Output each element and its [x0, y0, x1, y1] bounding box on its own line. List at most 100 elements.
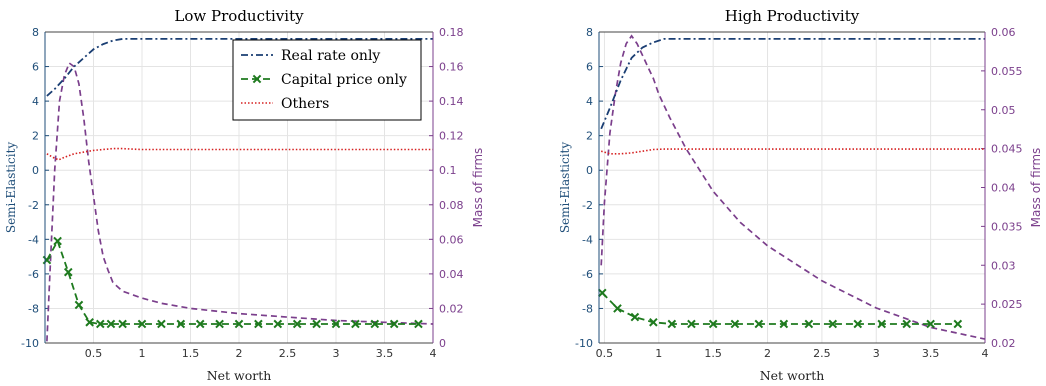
y-right-tick-label: 0.06: [991, 26, 1016, 39]
y-left-tick-label: -8: [582, 302, 593, 315]
y-left-tick-label: 0: [586, 164, 593, 177]
capital-price-marker: [902, 319, 912, 329]
y-left-tick-label: -2: [582, 199, 593, 212]
y-left-tick-label: 2: [586, 130, 593, 143]
capital-price-marker: [779, 319, 789, 329]
x-tick-label: 3: [873, 347, 880, 360]
series-line-mass-of-firms: [600, 34, 986, 340]
capital-price-marker: [234, 319, 244, 329]
capital-price-marker: [597, 288, 607, 298]
x-tick-label: 1.5: [704, 347, 722, 360]
y-left-axis-label: Semi-Elasticity: [558, 142, 572, 234]
y-left-tick-label: 6: [586, 61, 593, 74]
y-left-tick-label: 8: [586, 26, 593, 39]
series-line-real-rate-only: [600, 38, 985, 130]
legend-marker: [252, 74, 262, 84]
capital-price-marker: [74, 300, 84, 310]
y-left-tick-label: -10: [21, 337, 39, 350]
capital-price-marker: [215, 319, 224, 329]
x-tick-label: 1.5: [182, 347, 200, 360]
y-right-tick-label: 0.1: [439, 164, 457, 177]
capital-price-marker: [195, 319, 205, 329]
capital-price-marker: [42, 255, 52, 265]
capital-price-marker: [95, 319, 105, 329]
x-axis-label: Net worth: [207, 368, 272, 383]
x-tick-label: 3.5: [376, 347, 394, 360]
x-tick-label: 2.5: [279, 347, 297, 360]
x-tick-label: 4: [982, 347, 989, 360]
chart-title: Low Productivity: [174, 7, 304, 25]
y-right-tick-label: 0.03: [991, 259, 1016, 272]
y-left-axis-label: Semi-Elasticity: [4, 142, 18, 234]
capital-price-marker: [118, 319, 127, 329]
series-line-real-rate-only: [46, 38, 433, 97]
capital-price-marker: [953, 319, 963, 329]
y-right-tick-label: 0.04: [439, 268, 464, 281]
x-tick-label: 0.5: [85, 347, 103, 360]
y-right-tick-label: 0.055: [991, 65, 1023, 78]
capital-price-marker: [63, 267, 73, 277]
capital-price-marker: [137, 319, 147, 329]
x-tick-label: 2: [764, 347, 771, 360]
y-left-tick-label: -10: [575, 337, 593, 350]
panel-low-productivity: 0.5 1 1.5 2 2.5 3 3.5 4 -10 -8 -6 -4 -2 0 2 4 6 8 0 0.02 0.0…: [4, 7, 485, 383]
capital-price-marker: [331, 319, 341, 329]
capital-price-marker: [389, 319, 399, 329]
panel-high-productivity: 0.5 1 1.5 2 2.5 3 3.5 4 -10 -8 -6 -4 -2 0 2 4 6 8 0.02 0.02…: [558, 7, 1043, 383]
chart-title: High Productivity: [725, 7, 860, 25]
y-right-tick-label: 0.02: [991, 337, 1016, 350]
y-right-tick-label: 0.035: [991, 220, 1023, 233]
x-tick-label: 1: [139, 347, 146, 360]
capital-price-marker: [853, 319, 863, 329]
capital-price-marker: [877, 319, 887, 329]
capital-price-marker: [370, 319, 380, 329]
y-left-tick-label: -6: [582, 268, 593, 281]
y-left-tick-label: -4: [582, 233, 593, 246]
series-line-others: [600, 148, 985, 155]
y-left-tick-label: 4: [32, 95, 39, 108]
capital-price-marker: [53, 236, 62, 246]
y-left-tick-label: -2: [28, 199, 39, 212]
y-left-tick-label: 4: [586, 95, 593, 108]
capital-price-marker: [613, 304, 622, 313]
series-line-others: [46, 147, 433, 161]
capital-price-marker: [157, 319, 166, 329]
y-left-tick-label: 8: [32, 26, 39, 39]
y-left-tick-label: 0: [32, 164, 39, 177]
y-right-tick-label: 0.02: [439, 302, 464, 315]
legend-label: Capital price only: [281, 72, 407, 88]
capital-price-marker: [804, 319, 814, 329]
capital-price-marker: [828, 319, 838, 329]
capital-price-marker: [312, 319, 321, 329]
y-right-axis-label: Mass of firms: [1029, 148, 1043, 228]
y-left-tick-label: 2: [32, 130, 39, 143]
y-right-tick-label: 0.04: [991, 182, 1016, 195]
y-right-tick-label: 0.05: [991, 104, 1016, 117]
y-right-tick-label: 0: [439, 337, 446, 350]
y-right-tick-label: 0.12: [439, 130, 464, 143]
y-right-tick-label: 0.16: [439, 61, 464, 74]
y-right-tick-label: 0.045: [991, 143, 1023, 156]
y-right-tick-label: 0.18: [439, 26, 464, 39]
capital-price-marker: [630, 312, 640, 322]
y-right-axis-label: Mass of firms: [471, 148, 485, 228]
x-tick-label: 2.5: [813, 347, 831, 360]
capital-price-marker: [708, 319, 718, 329]
y-right-tick-label: 0.14: [439, 95, 464, 108]
capital-price-marker: [106, 319, 116, 329]
legend-label: Real rate only: [281, 48, 380, 64]
y-left-tick-label: -4: [28, 233, 39, 246]
legend-label: Others: [281, 96, 329, 112]
y-right-tick-label: 0.025: [991, 298, 1023, 311]
capital-price-marker: [687, 319, 696, 329]
capital-price-marker: [351, 319, 360, 329]
capital-price-marker: [667, 319, 677, 329]
capital-price-marker: [176, 319, 186, 329]
legend: Real rate only Capital price only Others: [232, 39, 422, 121]
x-tick-label: 3: [333, 347, 340, 360]
x-tick-label: 3.5: [922, 347, 940, 360]
x-tick-label: 4: [430, 347, 437, 360]
capital-price-marker: [649, 317, 658, 327]
capital-price-marker: [292, 319, 302, 329]
